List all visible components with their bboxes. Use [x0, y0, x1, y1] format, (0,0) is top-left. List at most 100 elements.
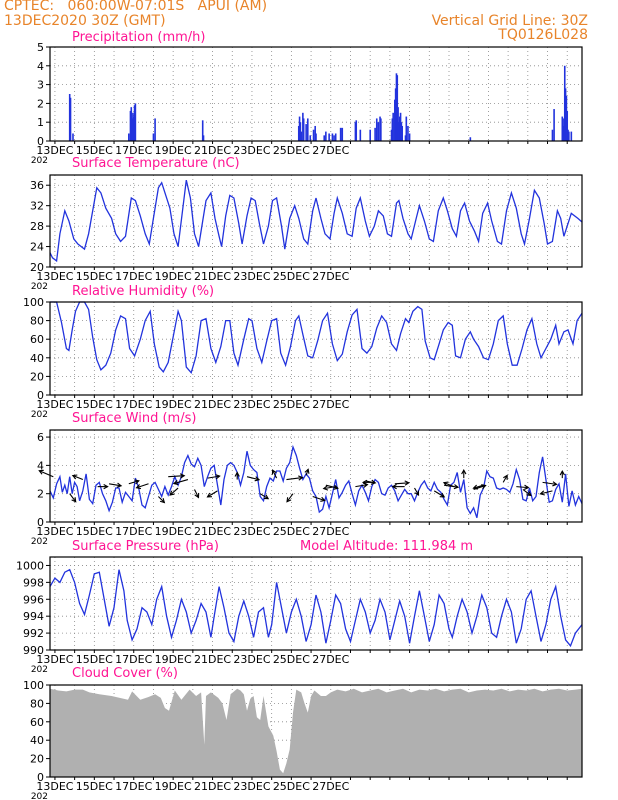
wind-arrow-head: [298, 475, 304, 481]
x-tick-label: 23DEC: [233, 398, 270, 411]
precip-bar: [298, 116, 301, 141]
precip-bar: [325, 131, 327, 141]
precip-bar: [398, 116, 401, 141]
temp-title: Surface Temperature (nC): [72, 156, 240, 171]
x-tick-label: 17DEC: [115, 525, 152, 538]
precip-bar: [331, 133, 334, 141]
wind-arrow-head: [539, 490, 545, 496]
wind-arrow-shaft: [173, 479, 189, 485]
precip-bar: [399, 112, 402, 141]
y-tick-label: 28: [30, 220, 44, 233]
precip-bar: [566, 110, 569, 141]
wind-arrow-shaft: [516, 486, 529, 489]
wind-arrow: [542, 481, 558, 487]
wind-arrow-head: [286, 497, 292, 503]
y-tick-label: 992: [23, 627, 44, 640]
wind-arrow-shaft: [272, 469, 278, 479]
wind-arrow: [522, 489, 532, 497]
precip-bar: [129, 110, 132, 141]
y-tick-label: 80: [30, 315, 44, 328]
wind-arrow-shaft: [473, 484, 484, 489]
wind-arrow: [206, 490, 218, 498]
y-tick-label: 24: [30, 241, 44, 254]
wind-arrow-shaft: [414, 487, 419, 496]
wind-arrow-head: [503, 474, 508, 480]
precip-bar: [302, 118, 305, 141]
x-tick-label: 13DEC: [36, 144, 73, 157]
precip-bar: [152, 133, 155, 141]
x-tick-label: 25DEC: [273, 780, 310, 793]
y-tick-label: 40: [30, 734, 44, 747]
wind-arrow-head: [523, 484, 530, 490]
wind-arrow-head: [71, 474, 78, 480]
panel-frame: [49, 46, 583, 142]
wind-arrow-head: [333, 484, 339, 490]
x-tick-label: 27DEC: [312, 653, 349, 666]
precip-bar: [377, 122, 380, 141]
x-tick-label: 17DEC: [115, 398, 152, 411]
wind-arrow: [414, 487, 420, 497]
x-tick-label: 19DEC: [155, 270, 192, 283]
wind-arrow-head: [552, 481, 558, 487]
wind-arrow: [207, 474, 221, 480]
precip-bar: [392, 112, 394, 141]
y-tick-label: 996: [23, 593, 44, 606]
precip-bar: [398, 122, 400, 141]
y-tick-label: 32: [30, 200, 44, 213]
cloud-area: [50, 688, 582, 777]
wind-arrow-head: [234, 471, 240, 477]
x-tick-label: 15DEC: [76, 525, 113, 538]
panel-5: [46, 556, 583, 653]
wind-arrow-shaft: [259, 493, 269, 500]
precip-bar: [132, 112, 134, 141]
wind-arrow-head: [361, 479, 368, 486]
wind-arrow: [128, 479, 140, 485]
x-tick-label: 17DEC: [115, 780, 152, 793]
wind-arrow-head: [559, 469, 565, 476]
wind-arrow-shaft: [72, 475, 84, 481]
y-tick-label: 100: [23, 296, 44, 309]
y-tick-label: 20: [30, 261, 44, 274]
wind-arrow-head: [116, 482, 123, 488]
x-tick-label: 17DEC: [115, 144, 152, 157]
precip-bar: [408, 133, 411, 141]
wind-arrow-head: [215, 474, 221, 480]
y-tick-label: 60: [30, 716, 44, 729]
wind-arrow-head: [103, 483, 109, 490]
precip-bar: [568, 131, 570, 141]
x-tick-label: 19DEC: [155, 398, 192, 411]
date-header: 13DEC2020 30Z (GMT): [4, 13, 166, 29]
precip-bar: [563, 65, 566, 141]
year-stub-label: 202: [31, 665, 48, 675]
y-tick-label: 60: [30, 333, 44, 346]
wind-arrow-shaft: [286, 476, 303, 481]
precip-bar: [341, 127, 344, 141]
precip-bar: [297, 125, 300, 141]
wind-arrow-shaft: [540, 490, 553, 495]
wind-arrow-shaft: [194, 489, 199, 498]
wind-arrow-head: [38, 469, 44, 475]
wind-arrow: [516, 484, 530, 490]
wind-arrow: [259, 493, 270, 500]
wind-arrow-head: [322, 485, 329, 491]
wind-arrow: [361, 479, 376, 486]
x-tick-label: 27DEC: [312, 780, 349, 793]
precip-bar: [355, 120, 358, 141]
x-tick-label: 21DEC: [194, 780, 231, 793]
y-tick-label: 36: [30, 179, 44, 192]
wind-arrow-shaft: [522, 489, 532, 496]
wind-arrow-head: [526, 491, 532, 497]
wind-arrow-head: [453, 484, 460, 490]
series-line: [49, 568, 583, 648]
x-tick-label: 23DEC: [233, 144, 270, 157]
x-tick-label: 27DEC: [312, 525, 349, 538]
x-tick-label: 27DEC: [312, 398, 349, 411]
year-stub-label: 202: [31, 537, 48, 547]
precip-bar: [323, 135, 326, 141]
y-tick-label: 5: [37, 41, 44, 54]
precip-bar: [397, 107, 399, 141]
y-tick-label: 0: [37, 135, 44, 148]
y-tick-label: 3: [37, 79, 44, 92]
precip-bar: [565, 95, 568, 141]
precip-bar: [309, 135, 312, 141]
